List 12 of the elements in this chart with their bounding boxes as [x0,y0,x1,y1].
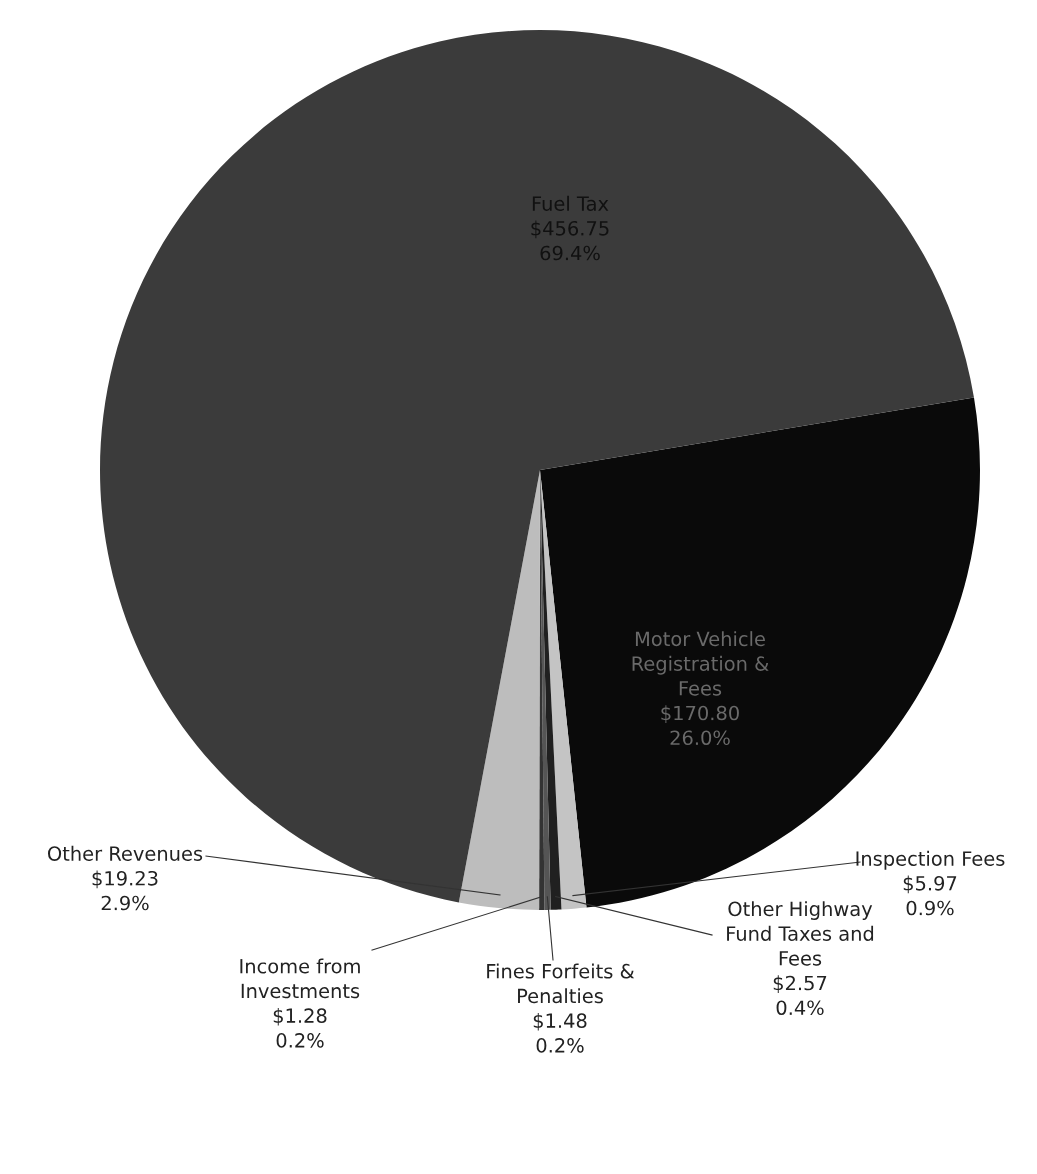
slice-label: Motor Vehicle Registration & Fees [632,631,769,696]
data-label: $2.57 0.4% [773,975,827,1016]
slice-label: Fines Forfeits & Penalties [487,963,635,1004]
data-label: $5.97 0.9% [903,875,957,916]
slice-label: Income from Investments [240,958,360,999]
slice-label: Other Revenues [47,845,203,861]
slice-label: Other Highway Fund Taxes and Fees [727,901,874,966]
slice-label: Inspection Fees [856,850,1005,870]
data-label: $19.23 2.9% [92,870,158,911]
data-label: $170.80 26.0% [661,705,739,746]
data-label: $1.48 0.2% [533,1012,587,1053]
data-label: $1.28 0.2% [273,1007,327,1048]
